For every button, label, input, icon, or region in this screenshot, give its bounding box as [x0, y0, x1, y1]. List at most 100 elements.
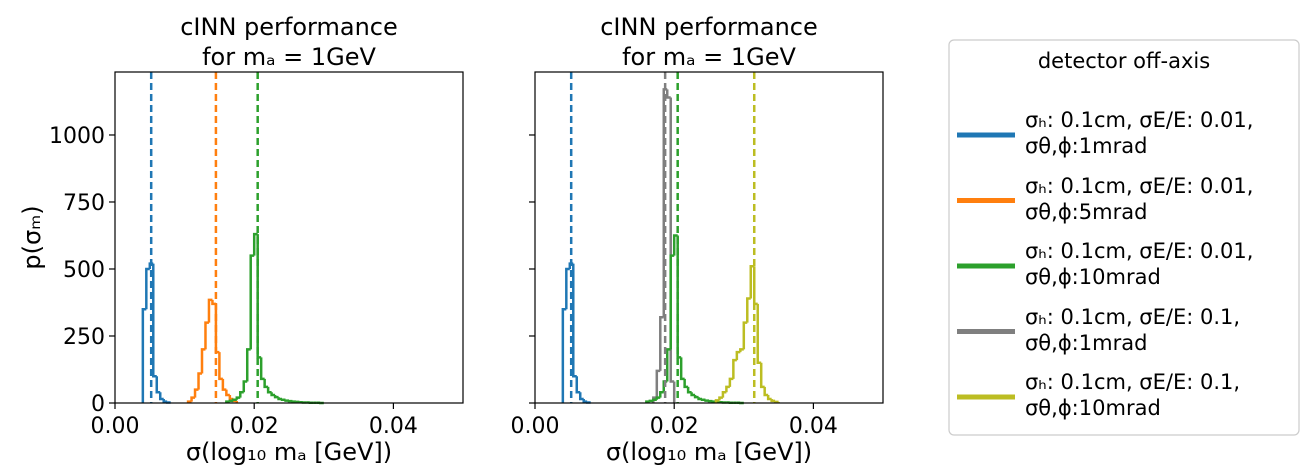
hist-step	[679, 357, 685, 381]
chart-title: cINN performance for mₐ = 1GeV	[180, 13, 398, 71]
hist-step	[232, 398, 237, 402]
axes-frame	[114, 71, 464, 404]
hist-step	[239, 391, 244, 398]
hist-step	[284, 399, 289, 402]
hist-step	[242, 380, 248, 393]
hist-step	[648, 399, 654, 403]
hist-step	[273, 394, 279, 399]
hist-step	[162, 398, 168, 403]
hist-step	[193, 388, 199, 398]
hist-step	[763, 386, 769, 397]
hist-step	[739, 348, 744, 353]
hist-step	[732, 358, 737, 379]
hist-step	[652, 398, 657, 402]
hist-step	[756, 303, 762, 365]
hist-step	[665, 89, 671, 99]
y-tick-label: 1000	[49, 124, 105, 149]
legend-box	[948, 39, 1300, 436]
hist-step	[228, 394, 234, 401]
x-tick-label: 0.02	[230, 414, 279, 439]
hist-step	[707, 399, 713, 403]
legend-label: σₕ: 0.1cm, σE/E: 0.01, σθ,ϕ:1mrad	[1025, 108, 1254, 158]
y-tick-label: 0	[91, 392, 105, 417]
hist-step	[746, 297, 751, 323]
hist-step	[585, 401, 591, 404]
hist-step	[287, 399, 293, 403]
hist-step	[221, 378, 227, 391]
hist-step	[291, 400, 296, 403]
hist-step	[572, 263, 577, 378]
hist-step	[277, 397, 283, 401]
hist-step	[152, 263, 157, 378]
hist-step	[721, 391, 727, 398]
hist-step	[693, 394, 699, 399]
hist-step	[155, 376, 161, 394]
hist-step	[270, 392, 276, 397]
hist-step	[686, 386, 692, 394]
legend-label: σₕ: 0.1cm, σE/E: 0.1, σθ,ϕ:1mrad	[1025, 304, 1241, 355]
hist-step	[561, 307, 567, 403]
y-tick-label: 750	[63, 191, 105, 216]
x-axis-label: σ(log₁₀ mₐ [GeV])	[606, 438, 812, 466]
hist-step	[249, 254, 255, 350]
hist-step	[704, 399, 709, 402]
hist-step	[218, 352, 223, 381]
y-tick-label: 250	[63, 325, 105, 350]
x-tick-label: 0.02	[650, 414, 699, 439]
hist-step	[742, 321, 748, 350]
hist-step	[659, 391, 664, 398]
hist-step	[665, 348, 671, 382]
hist-step	[565, 267, 570, 310]
y-tick-label: 500	[63, 258, 105, 283]
hist-step	[770, 398, 776, 403]
hist-step	[718, 396, 723, 401]
hist-step	[141, 307, 147, 403]
x-tick-label: 0.00	[511, 414, 560, 439]
hist-step	[245, 348, 251, 382]
x-tick-label: 0.04	[369, 414, 418, 439]
hist-step	[725, 385, 730, 393]
hist-step	[158, 392, 164, 401]
hist-step	[735, 350, 741, 361]
hist-step	[728, 377, 734, 387]
hist-step	[697, 397, 703, 401]
hist-step	[700, 398, 706, 402]
legend-label: σₕ: 0.1cm, σE/E: 0.01, σθ,ϕ:5mrad	[1025, 173, 1254, 224]
axes-frame	[534, 71, 884, 404]
hist-step	[225, 389, 230, 397]
hist-step	[197, 372, 202, 390]
chart-title: cINN performance for mₐ = 1GeV	[600, 13, 818, 71]
hist-step	[200, 348, 206, 374]
hist-step	[655, 396, 661, 400]
hist-step	[714, 399, 720, 403]
hist-step	[280, 398, 286, 402]
hist-step	[759, 362, 765, 389]
y-axis-label: p(σₘ)	[18, 205, 46, 269]
hist-step	[575, 376, 581, 394]
x-tick-label: 0.04	[789, 414, 838, 439]
hist-step	[582, 398, 588, 403]
legend-title: detector off-axis	[1038, 49, 1210, 73]
hist-step	[773, 400, 779, 404]
x-tick-label: 0.00	[91, 414, 140, 439]
hist-step	[766, 394, 772, 401]
hist-step	[259, 357, 265, 381]
hist-step	[669, 254, 675, 350]
hist-step	[165, 401, 171, 404]
hist-step	[228, 399, 234, 403]
hist-step	[263, 378, 269, 389]
hist-step	[235, 396, 241, 400]
hist-step	[266, 386, 272, 394]
hist-step	[683, 378, 689, 389]
hist-step	[190, 396, 196, 402]
x-axis-label: σ(log₁₀ mₐ [GeV])	[186, 438, 392, 466]
hist-step	[145, 267, 150, 310]
hist-step	[659, 315, 664, 371]
hist-step	[204, 321, 209, 350]
hist-step	[690, 392, 696, 397]
hist-step	[578, 392, 584, 401]
legend-label: σₕ: 0.1cm, σE/E: 0.1, σθ,ϕ:10mrad	[1025, 370, 1241, 420]
legend-label: σₕ: 0.1cm, σE/E: 0.01, σθ,ϕ:10mrad	[1025, 239, 1254, 289]
